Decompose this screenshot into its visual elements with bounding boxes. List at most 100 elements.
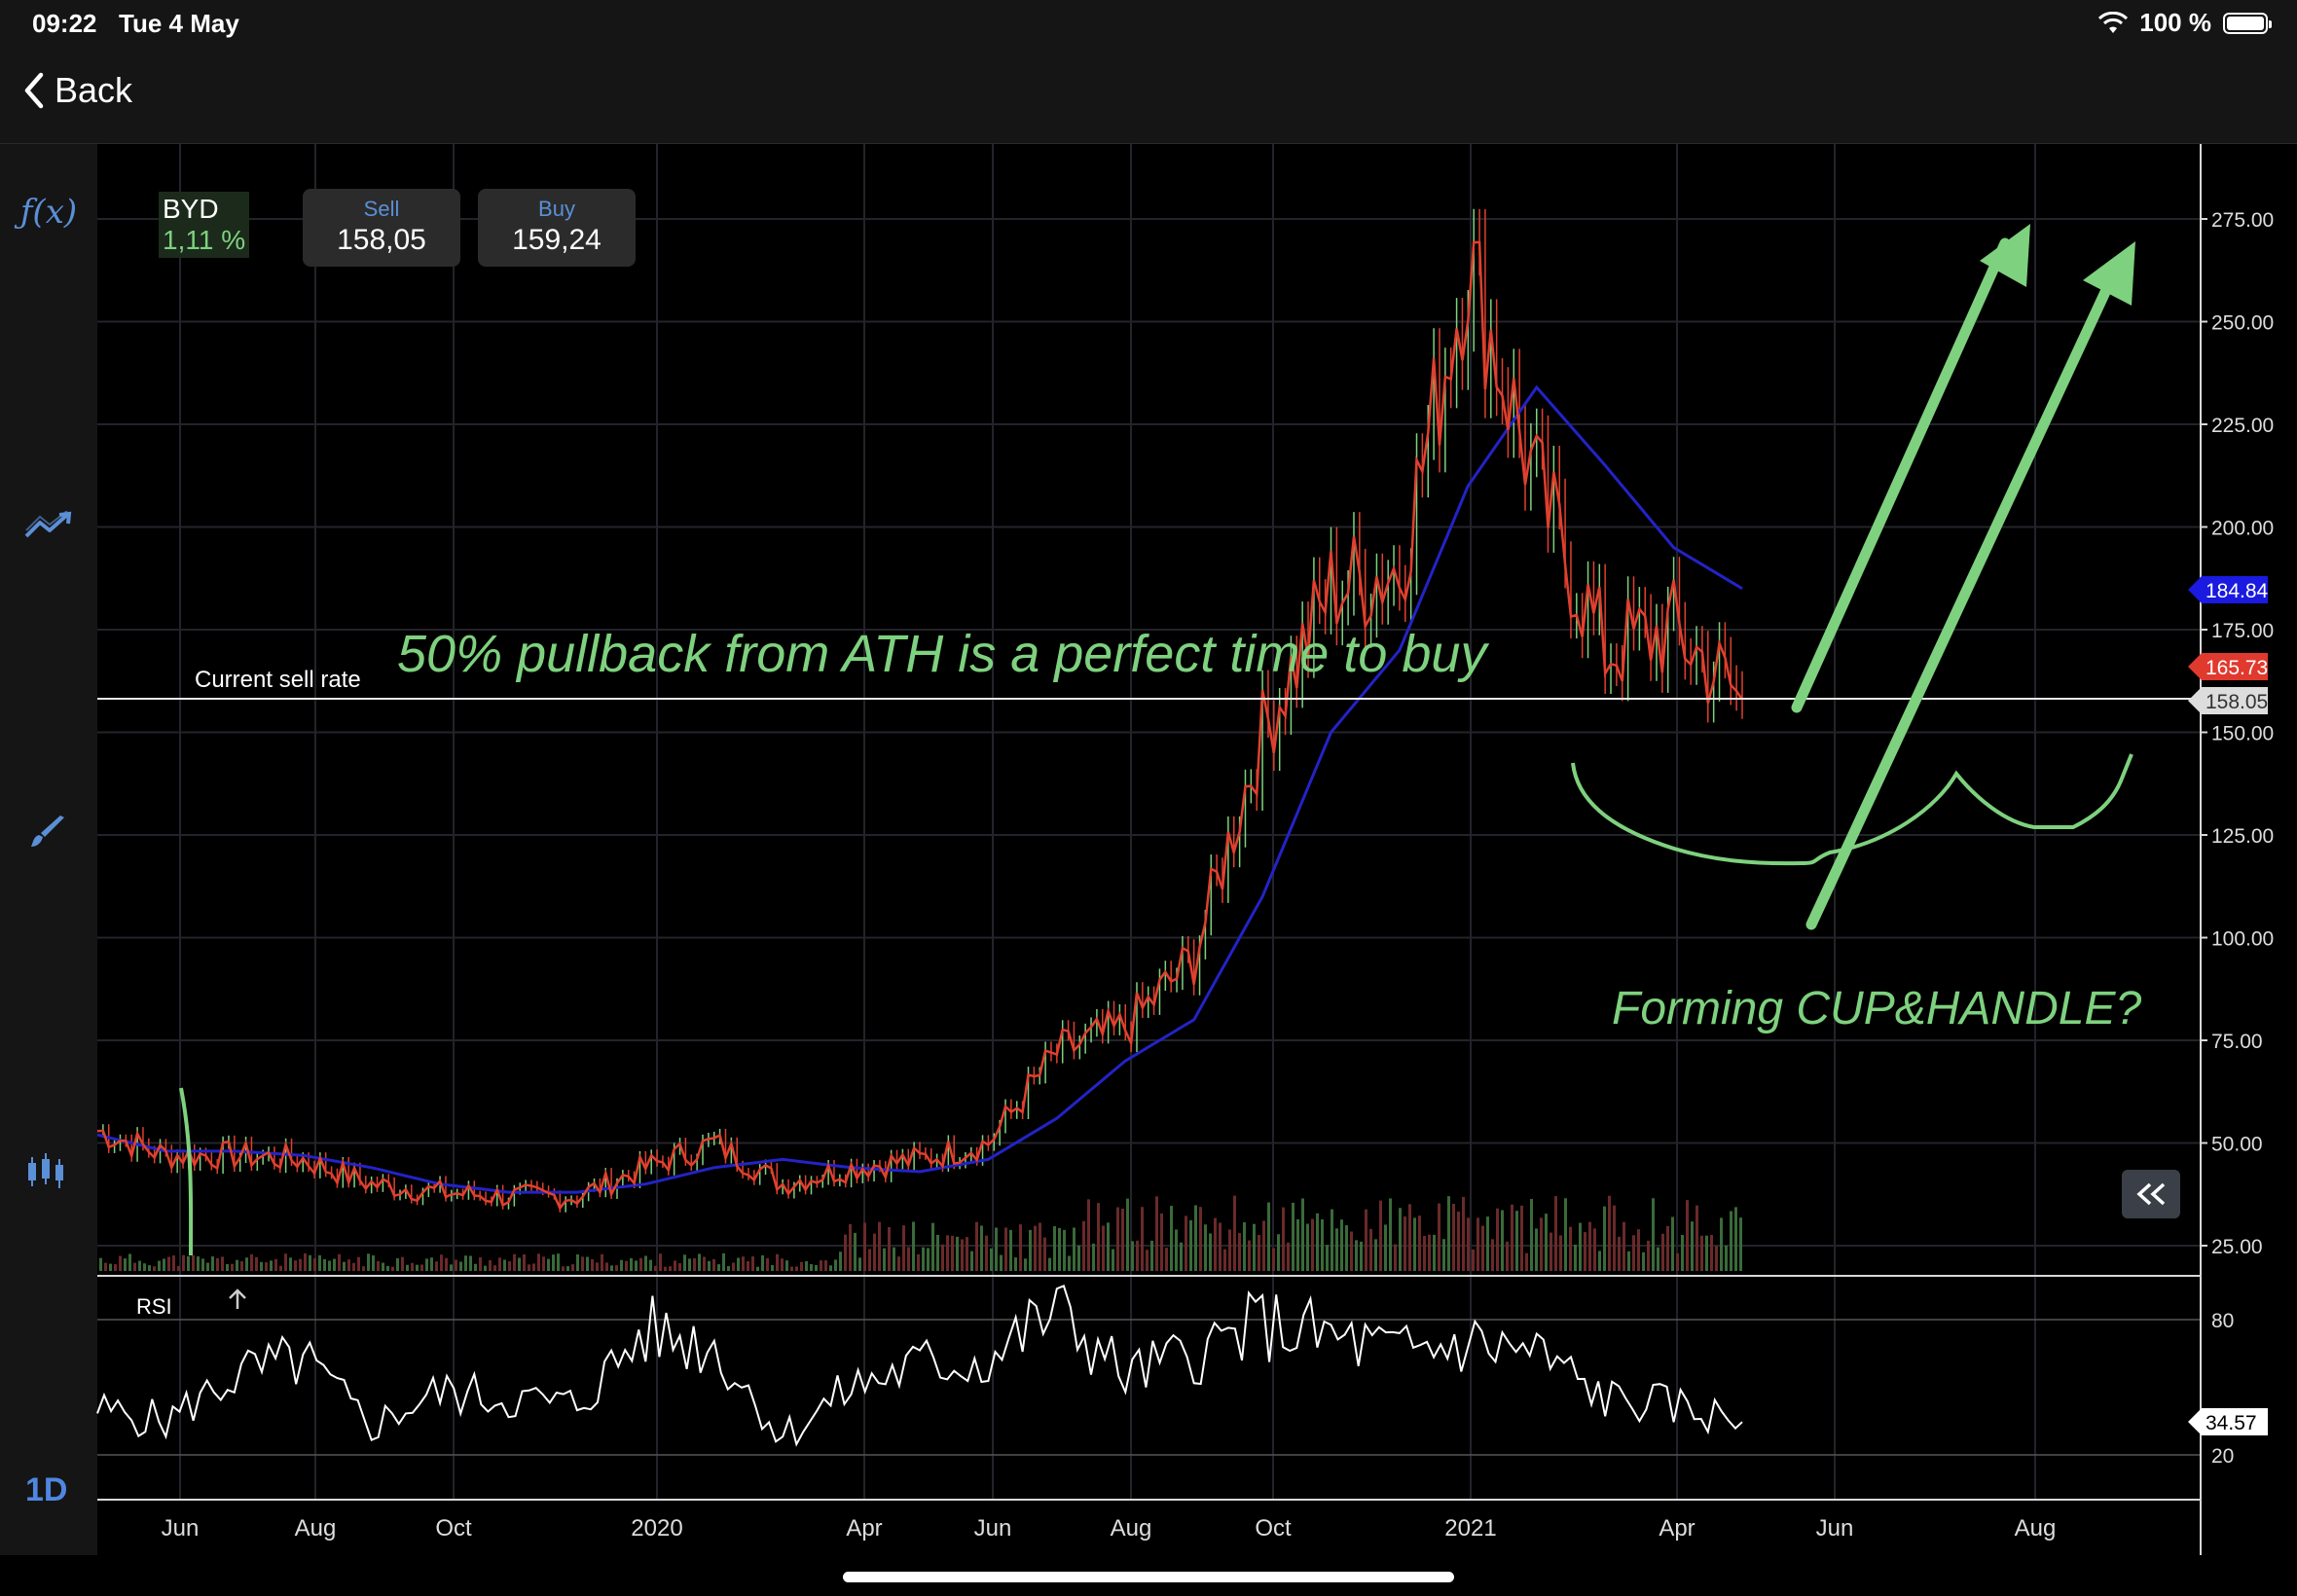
x-tick-labels: Jun Aug Oct 2020 Apr Jun Aug Oct 2021 Apr Jun Aug (162, 1515, 2057, 1542)
volume-bar (931, 1222, 934, 1271)
volume-bar (610, 1265, 613, 1271)
volume-bar (1355, 1240, 1358, 1271)
volume-bar (386, 1265, 389, 1271)
moving-average-line (96, 384, 1743, 1194)
volume-bar (104, 1262, 107, 1271)
volume-bar (513, 1253, 516, 1271)
volume-bar (1545, 1214, 1548, 1271)
battery-percent: 100 % (2139, 8, 2211, 37)
ticker-change: 1,11 % (163, 225, 246, 255)
volume-bar (294, 1260, 297, 1271)
collapse-button[interactable] (2122, 1170, 2180, 1218)
price-tick-label-3: 200.00 (2211, 518, 2274, 540)
volume-bar (1447, 1196, 1450, 1271)
price-tick-label-1: 250.00 (2211, 312, 2274, 335)
rsi-value-label: 34.57 (2206, 1412, 2257, 1434)
volume-bar (401, 1256, 404, 1271)
volume-bar (1404, 1216, 1406, 1271)
pattern-annotation: Forming CUP&HANDLE? (1612, 983, 2141, 1034)
volume-bars (99, 1195, 1742, 1271)
volume-bar (620, 1259, 623, 1271)
back-button[interactable]: Back (21, 70, 132, 111)
volume-bar (635, 1260, 638, 1271)
brush-icon[interactable] (19, 804, 78, 862)
volume-bar (489, 1259, 492, 1271)
volume-bar (1014, 1257, 1017, 1271)
price-tick-labels: 275.00 250.00 225.00 200.00 175.00 150.00 125.… (2200, 209, 2274, 1468)
volume-bar (1287, 1242, 1290, 1271)
volume-bar (683, 1254, 686, 1271)
price-tick-label-6: 125.00 (2211, 825, 2274, 848)
volume-bar (1141, 1207, 1144, 1271)
volume-bar (1369, 1228, 1372, 1271)
volume-bar (299, 1258, 302, 1271)
volume-bar (1730, 1211, 1732, 1271)
volume-bar (980, 1225, 983, 1271)
volume-bar (532, 1263, 535, 1271)
price-line (96, 240, 1744, 1211)
ticker-info: BYD 1,11 % (159, 192, 250, 258)
volume-bar (1185, 1215, 1187, 1271)
volume-bar (766, 1257, 769, 1271)
volume-bar (956, 1236, 959, 1271)
volume-bar (445, 1257, 448, 1271)
volume-bar (591, 1258, 594, 1271)
volume-bar (1121, 1208, 1124, 1271)
volume-bar (1199, 1207, 1202, 1271)
volume-bar (464, 1255, 467, 1271)
volume-bar (693, 1257, 696, 1271)
volume-bar (1433, 1234, 1436, 1271)
volume-bar (1530, 1199, 1533, 1271)
volume-bar (231, 1263, 234, 1271)
volume-bar (1613, 1205, 1616, 1271)
volume-bar (1194, 1205, 1197, 1271)
volume-bar (1700, 1235, 1703, 1271)
volume-bar (1102, 1225, 1105, 1271)
volume-bar (1666, 1225, 1669, 1271)
volume-bar (474, 1263, 477, 1271)
buy-button[interactable]: Buy 159,24 (478, 189, 636, 267)
period-label[interactable]: 1D (25, 1471, 68, 1508)
volume-bar (1073, 1227, 1076, 1271)
volume-bar (674, 1260, 676, 1271)
buy-label: Buy (538, 197, 575, 221)
candlestick-icon[interactable] (19, 1143, 78, 1201)
arrow-up-icon (229, 1288, 246, 1309)
volume-bar (1632, 1235, 1635, 1271)
volume-bar (678, 1263, 681, 1271)
volume-bar (717, 1264, 720, 1271)
trend-icon[interactable] (19, 496, 78, 555)
volume-bar (1511, 1204, 1513, 1271)
chart-grid (97, 144, 2200, 1500)
function-icon[interactable]: ƒ(x) (19, 193, 78, 232)
volume-bar (440, 1254, 443, 1271)
volume-bar (352, 1262, 355, 1271)
volume-bar (187, 1255, 190, 1271)
volume-bar (1652, 1198, 1655, 1271)
pullback-annotation: 50% pullback from ATH is a perfect time … (397, 625, 1489, 683)
home-indicator[interactable] (843, 1572, 1454, 1582)
volume-bar (625, 1260, 628, 1271)
volume-bar (844, 1234, 847, 1271)
volume-bar (946, 1235, 949, 1271)
last-value-marker: 165.73 (2188, 653, 2268, 680)
volume-bar (1160, 1213, 1163, 1271)
volume-bar (1725, 1245, 1728, 1271)
x-tick-label-8: 2021 (1444, 1515, 1496, 1542)
rsi-label: RSI (136, 1294, 172, 1319)
volume-bar (153, 1266, 156, 1271)
volume-bar (1053, 1225, 1056, 1271)
volume-bar (459, 1261, 462, 1271)
volume-bar (1150, 1240, 1153, 1271)
volume-bar (1063, 1229, 1066, 1271)
volume-bar (1116, 1207, 1119, 1271)
sell-button[interactable]: Sell 158,05 (303, 189, 460, 267)
volume-bar (912, 1221, 915, 1271)
rsi-tick-label-0: 80 (2211, 1310, 2234, 1332)
volume-bar (1331, 1209, 1333, 1271)
volume-bar (172, 1255, 175, 1271)
sell-label: Sell (363, 197, 400, 221)
volume-bar (552, 1254, 555, 1271)
volume-bar (416, 1264, 419, 1271)
volume-bar (1535, 1228, 1538, 1271)
